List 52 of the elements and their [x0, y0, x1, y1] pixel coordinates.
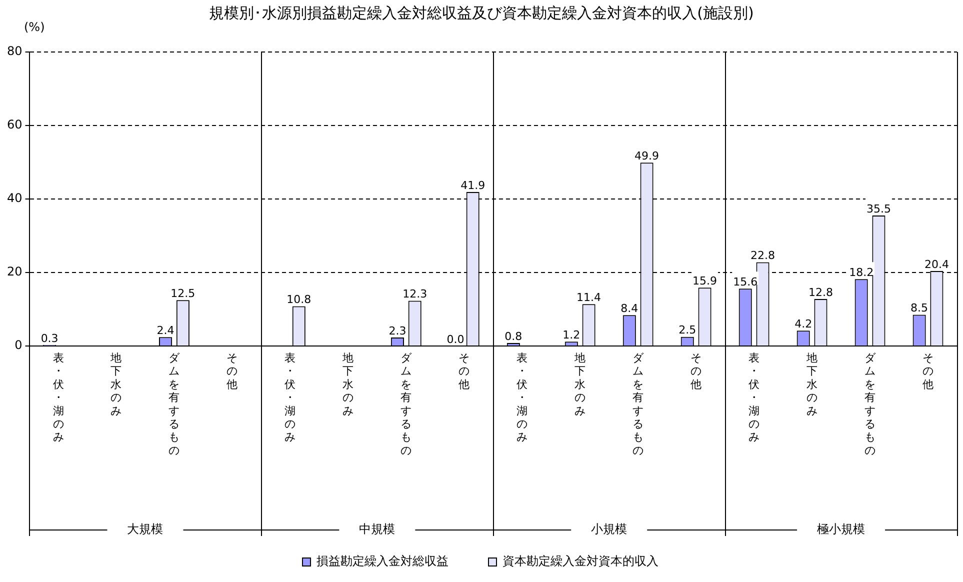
- x-tick-label: ダムを有するもの: [400, 351, 413, 457]
- data-label: 18.2: [849, 266, 874, 279]
- y-tick-label: 80: [6, 44, 22, 58]
- text: 大規模: [127, 522, 164, 536]
- y-tick-label: 60: [6, 118, 22, 132]
- legend-label: 資本勘定繰入金対資本的収入: [502, 554, 658, 568]
- data-label: 12.5: [170, 286, 196, 300]
- data-label: 41.9: [460, 178, 486, 192]
- y-axis-title: (%): [24, 20, 45, 34]
- x-tick-label: その他: [690, 351, 702, 391]
- x-tick-label: その他: [226, 351, 238, 391]
- data-label: 0.8: [504, 330, 522, 343]
- data-label: 10.8: [286, 293, 312, 306]
- data-label: 22.8: [750, 249, 776, 262]
- data-label: 4.2: [794, 317, 812, 330]
- y-tick-label: 20: [6, 264, 22, 279]
- data-label: 20.4: [924, 258, 949, 271]
- data-label: 15.6: [733, 276, 758, 289]
- data-label: 0.0: [446, 332, 464, 346]
- x-tick-label: その他: [458, 351, 470, 391]
- data-label: 12.8: [808, 286, 833, 299]
- data-label: 11.4: [576, 290, 602, 304]
- x-tick-label: 地下水のみ: [342, 351, 354, 418]
- text: 中規模: [359, 522, 396, 536]
- data-label: 35.5: [866, 202, 891, 216]
- x-tick-label: その他: [922, 351, 934, 391]
- data-label: 2.4: [156, 324, 174, 338]
- data-label: 2.5: [678, 324, 696, 337]
- text: 小規模: [591, 522, 628, 536]
- x-tick-label: 表・伏・湖のみ: [748, 351, 760, 444]
- data-label: 0.3: [40, 332, 58, 345]
- data-label: 8.4: [620, 302, 638, 315]
- data-label: 15.9: [692, 274, 718, 288]
- y-tick-label: 0: [14, 338, 22, 352]
- x-tick-label: 表・伏・湖のみ: [516, 351, 528, 444]
- x-tick-label: 地下水のみ: [574, 351, 586, 418]
- data-label: 49.9: [634, 149, 660, 162]
- chart-title: 規模別･水源別損益勘定繰入金対総収益及び資本勘定繰入金対資本的収入(施設別): [209, 4, 754, 22]
- y-tick-label: 40: [6, 191, 22, 206]
- x-tick-label: 表・伏・湖のみ: [52, 351, 64, 444]
- x-tick-label: ダムを有するもの: [864, 351, 877, 457]
- x-tick-label: ダムを有するもの: [168, 351, 181, 457]
- data-label: 2.3: [388, 324, 406, 338]
- data-label: 8.5: [910, 302, 928, 315]
- legend-label: 損益勘定繰入金対総収益: [316, 554, 448, 568]
- x-tick-label: 地下水のみ: [110, 351, 122, 418]
- data-label: 1.2: [562, 328, 580, 342]
- data-label: 12.3: [402, 288, 428, 301]
- x-tick-label: 表・伏・湖のみ: [284, 351, 296, 444]
- x-tick-label: 地下水のみ: [806, 351, 818, 418]
- x-tick-label: ダムを有するもの: [632, 351, 645, 457]
- text: 極小規模: [817, 522, 866, 536]
